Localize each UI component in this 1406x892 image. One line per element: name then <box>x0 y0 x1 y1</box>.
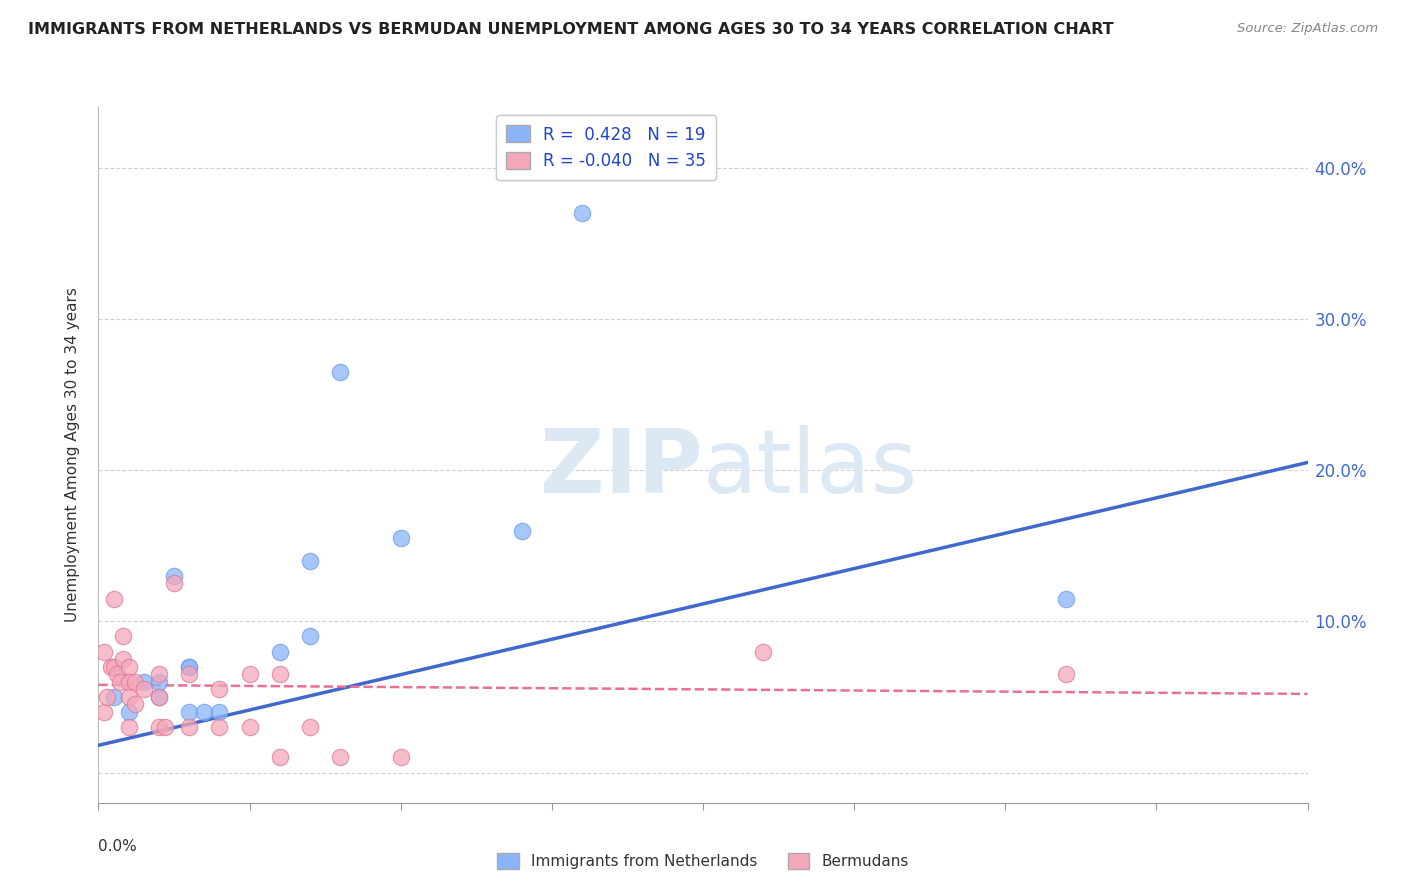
Point <box>148 720 170 734</box>
Point <box>239 720 262 734</box>
Point <box>208 720 231 734</box>
Point <box>269 750 291 764</box>
Legend: Immigrants from Netherlands, Bermudans: Immigrants from Netherlands, Bermudans <box>491 847 915 875</box>
Text: ZIP: ZIP <box>540 425 703 512</box>
Point <box>571 206 593 220</box>
Point <box>103 591 125 606</box>
Point <box>179 659 201 673</box>
Point <box>752 644 775 658</box>
Point <box>103 659 125 673</box>
Point <box>118 690 141 704</box>
Point <box>389 750 412 764</box>
Point <box>124 698 146 712</box>
Point <box>1054 667 1077 681</box>
Point <box>132 682 155 697</box>
Point <box>299 629 322 643</box>
Point <box>103 690 125 704</box>
Point <box>1054 591 1077 606</box>
Point <box>510 524 533 538</box>
Point <box>329 365 352 379</box>
Point <box>105 667 128 681</box>
Point <box>239 667 262 681</box>
Point <box>118 659 141 673</box>
Point <box>179 659 201 673</box>
Point <box>269 667 291 681</box>
Point <box>208 705 231 719</box>
Point <box>208 682 231 697</box>
Point <box>96 690 118 704</box>
Point <box>93 644 115 658</box>
Point <box>299 554 322 568</box>
Point <box>111 629 134 643</box>
Point <box>118 705 141 719</box>
Text: atlas: atlas <box>703 425 918 512</box>
Text: 0.0%: 0.0% <box>98 839 138 854</box>
Legend: R =  0.428   N = 19, R = -0.040   N = 35: R = 0.428 N = 19, R = -0.040 N = 35 <box>496 115 716 180</box>
Point <box>118 720 141 734</box>
Point <box>163 569 186 583</box>
Point <box>179 720 201 734</box>
Y-axis label: Unemployment Among Ages 30 to 34 years: Unemployment Among Ages 30 to 34 years <box>65 287 80 623</box>
Point <box>193 705 215 719</box>
Point <box>163 576 186 591</box>
Point <box>111 652 134 666</box>
Point <box>148 690 170 704</box>
Point <box>124 674 146 689</box>
Point <box>269 644 291 658</box>
Point <box>179 667 201 681</box>
Point <box>118 674 141 689</box>
Point <box>329 750 352 764</box>
Point <box>132 674 155 689</box>
Point <box>148 690 170 704</box>
Text: Source: ZipAtlas.com: Source: ZipAtlas.com <box>1237 22 1378 36</box>
Point <box>299 720 322 734</box>
Point <box>389 531 412 545</box>
Point <box>148 674 170 689</box>
Point <box>179 705 201 719</box>
Point <box>148 667 170 681</box>
Point <box>100 659 122 673</box>
Point <box>153 720 176 734</box>
Text: IMMIGRANTS FROM NETHERLANDS VS BERMUDAN UNEMPLOYMENT AMONG AGES 30 TO 34 YEARS C: IMMIGRANTS FROM NETHERLANDS VS BERMUDAN … <box>28 22 1114 37</box>
Point <box>108 674 131 689</box>
Point <box>93 705 115 719</box>
